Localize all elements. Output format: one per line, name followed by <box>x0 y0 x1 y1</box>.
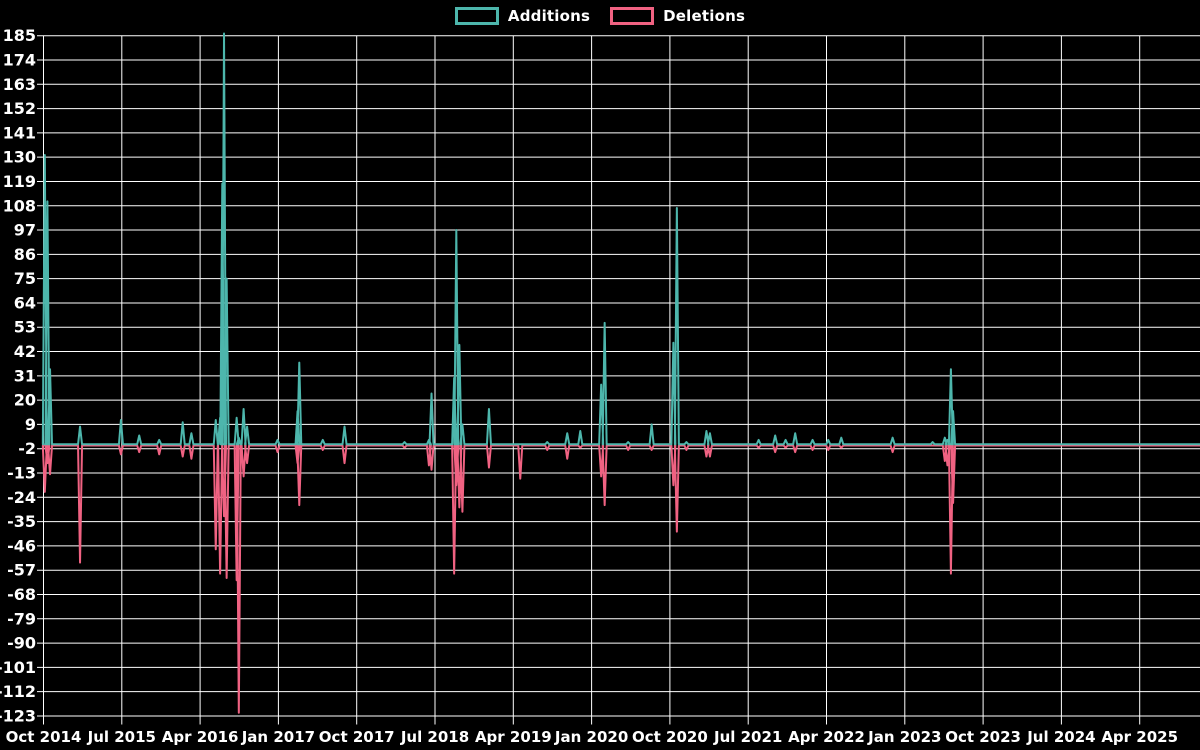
y-tick-label: 75 <box>14 269 36 288</box>
x-tick-label: Jul 2015 <box>87 728 156 746</box>
legend-label-deletions: Deletions <box>663 7 746 25</box>
y-tick-label: -112 <box>0 682 36 701</box>
y-tick-label: 152 <box>3 99 36 118</box>
y-tick-label: 42 <box>14 342 36 361</box>
y-tick-label: 97 <box>14 221 36 240</box>
x-tick-label: Oct 2017 <box>319 728 395 746</box>
y-tick-label: 130 <box>3 148 36 167</box>
y-tick-label: -123 <box>0 706 36 725</box>
y-tick-label: 31 <box>14 366 36 385</box>
x-tick-label: Oct 2020 <box>632 728 708 746</box>
chart-legend: Additions Deletions <box>0 7 1200 25</box>
x-tick-label: Oct 2014 <box>6 728 82 746</box>
y-tick-label: -46 <box>7 536 36 555</box>
x-tick-label: Apr 2016 <box>162 728 239 746</box>
y-tick-label: 86 <box>14 245 36 264</box>
deletions-swatch-icon <box>610 7 655 25</box>
x-tick-label: Jan 2017 <box>241 728 315 746</box>
x-tick-label: Oct 2023 <box>945 728 1021 746</box>
y-tick-label: -2 <box>18 439 36 458</box>
y-tick-label: -57 <box>7 561 36 580</box>
x-tick-label: Jul 2024 <box>1026 728 1095 746</box>
y-tick-label: -24 <box>7 488 36 507</box>
y-tick-label: 20 <box>14 391 36 410</box>
y-tick-label: -90 <box>7 634 36 653</box>
y-tick-label: 9 <box>25 415 36 434</box>
x-tick-label: Apr 2019 <box>475 728 552 746</box>
y-tick-label: 163 <box>3 75 36 94</box>
y-tick-label: 53 <box>14 318 36 337</box>
y-tick-label: -35 <box>7 512 36 531</box>
x-tick-label: Apr 2025 <box>1101 728 1178 746</box>
y-tick-label: 185 <box>3 26 36 45</box>
y-tick-label: 119 <box>3 172 36 191</box>
y-tick-label: 108 <box>3 196 36 215</box>
additions-swatch-icon <box>454 7 499 25</box>
additions-line <box>41 32 1200 446</box>
legend-item-deletions[interactable]: Deletions <box>610 7 745 25</box>
y-tick-label: -79 <box>7 609 36 628</box>
y-tick-label: -101 <box>0 658 36 677</box>
y-tick-label: 174 <box>3 50 36 69</box>
y-tick-label: -68 <box>7 585 36 604</box>
x-tick-label: Jan 2023 <box>867 728 941 746</box>
deletions-line <box>41 444 1200 714</box>
x-tick-label: Jul 2021 <box>713 728 782 746</box>
legend-item-additions[interactable]: Additions <box>454 7 591 25</box>
y-tick-label: -13 <box>7 464 36 483</box>
x-tick-label: Jan 2020 <box>554 728 628 746</box>
legend-label-additions: Additions <box>507 7 591 25</box>
y-tick-label: 141 <box>3 123 36 142</box>
x-tick-label: Jul 2018 <box>400 728 469 746</box>
y-tick-label: 64 <box>14 293 36 312</box>
x-tick-label: Apr 2022 <box>788 728 865 746</box>
